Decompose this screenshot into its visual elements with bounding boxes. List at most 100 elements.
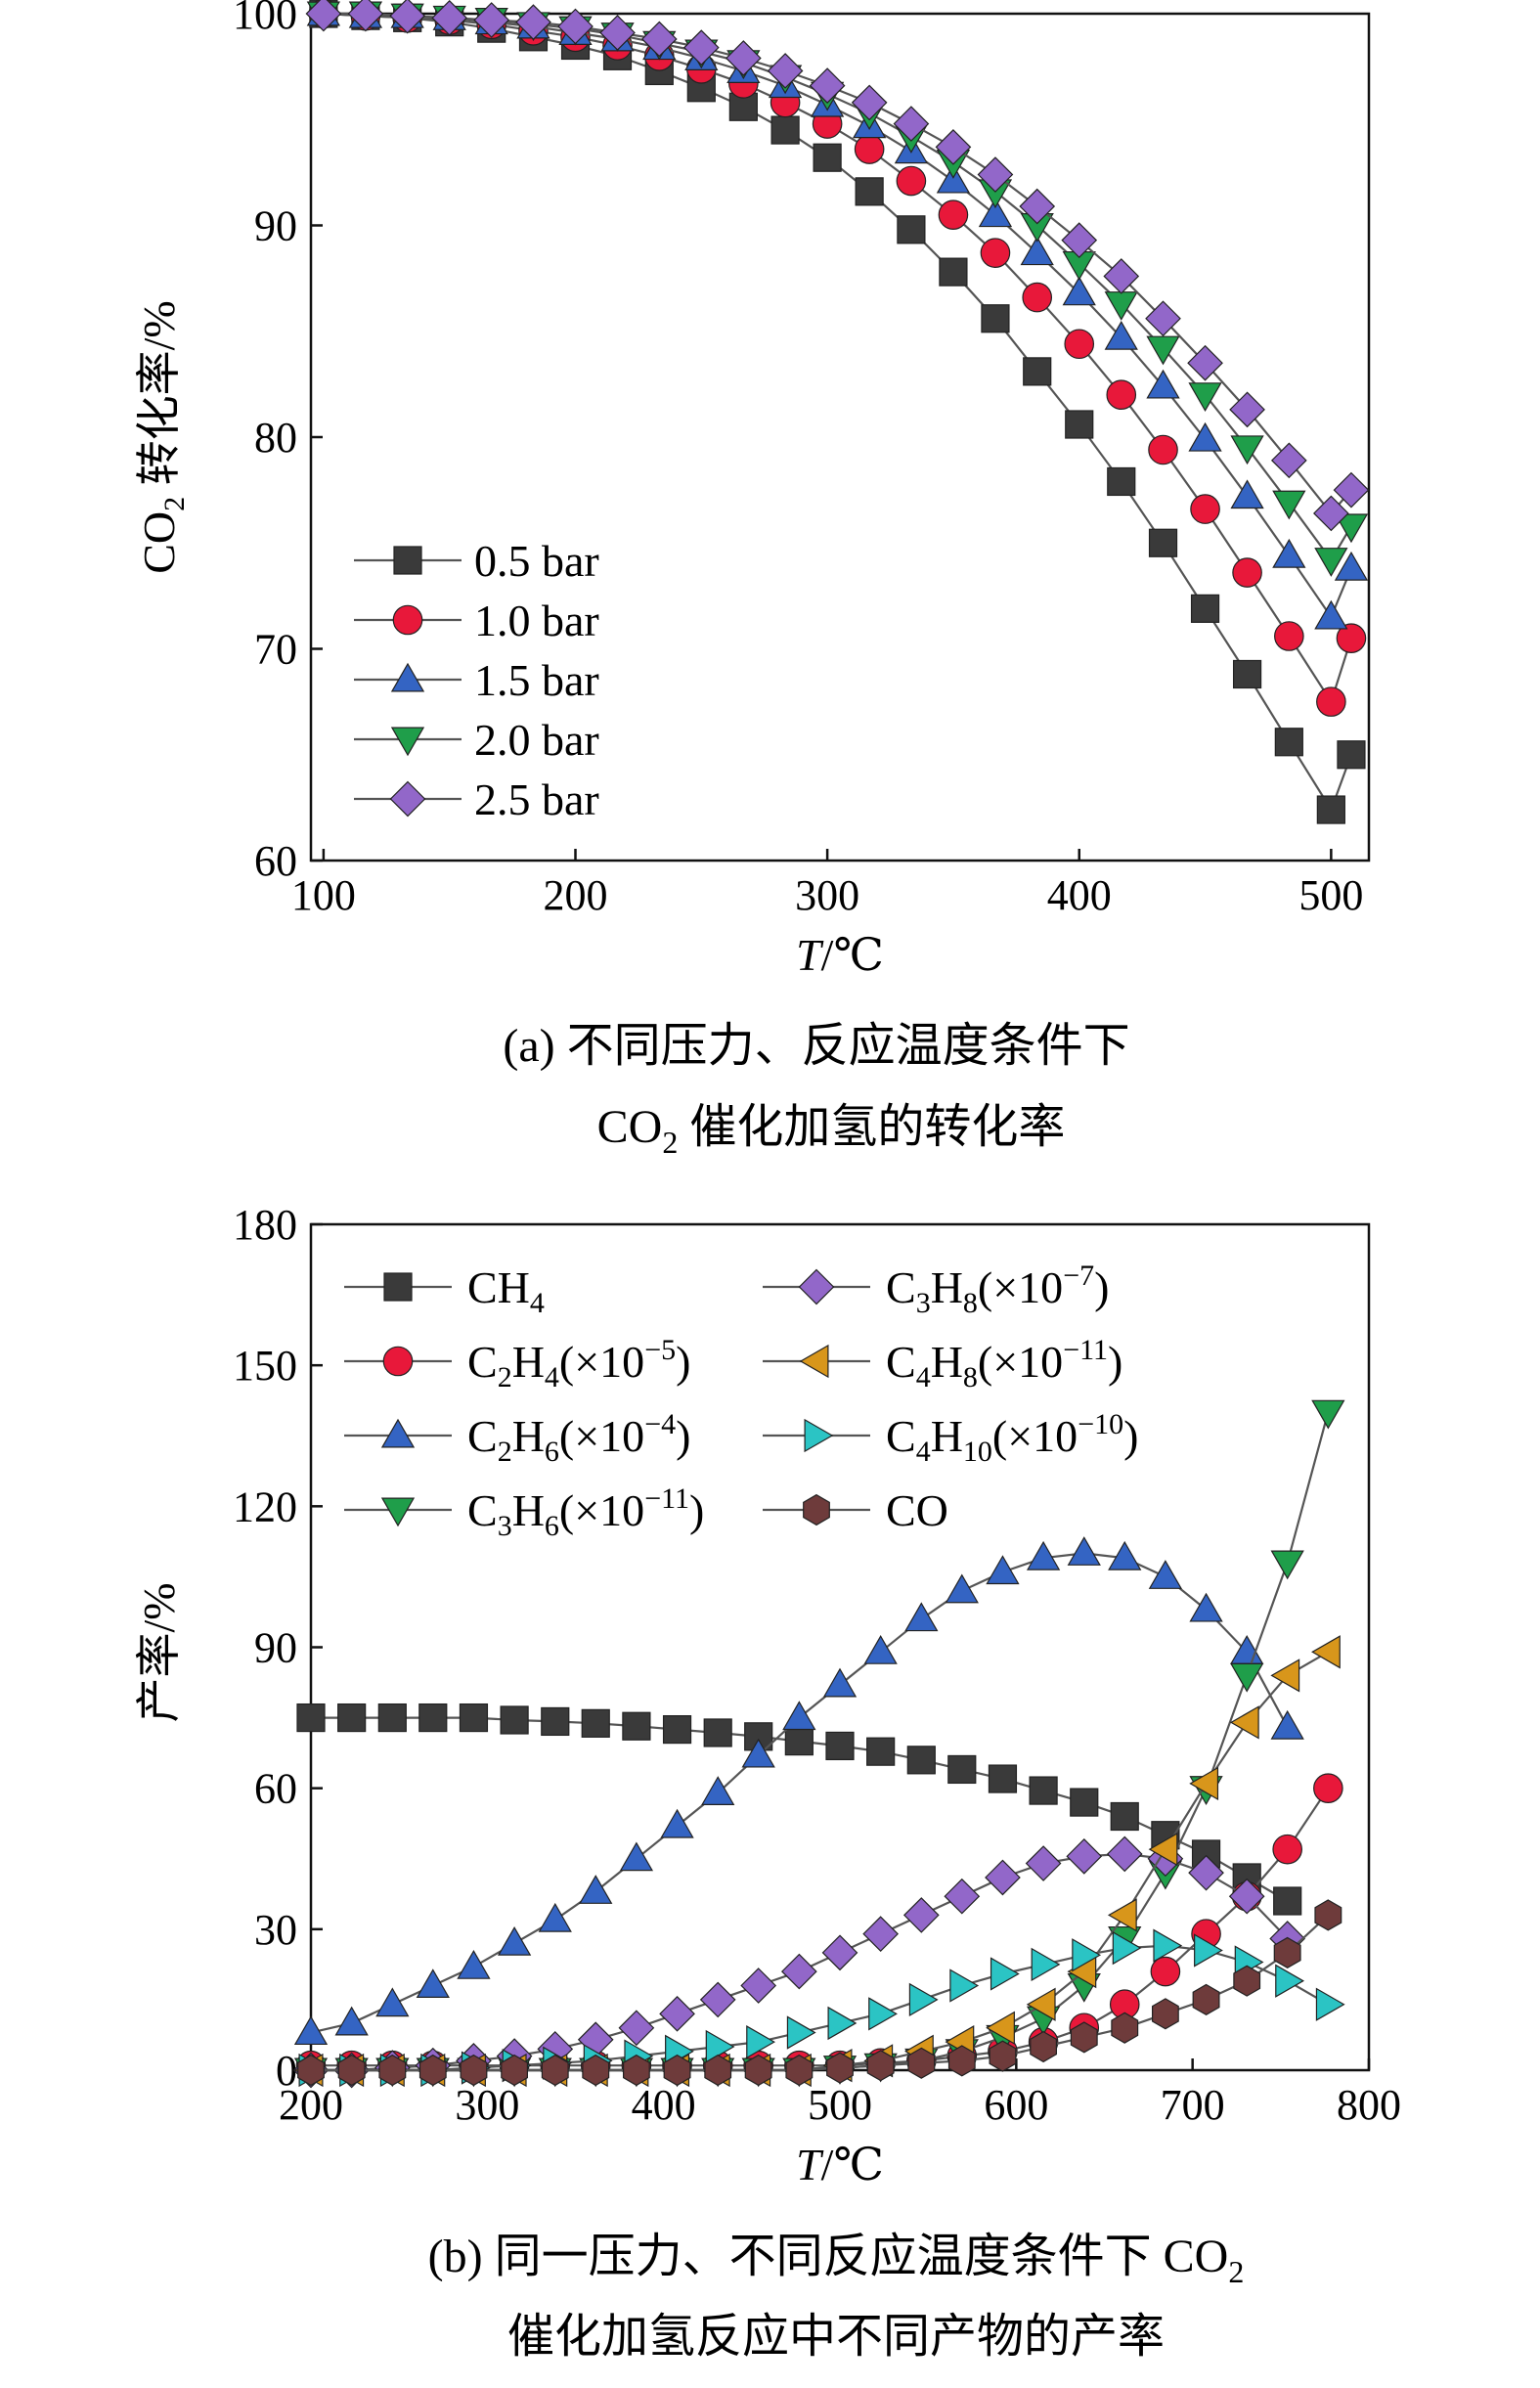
data-point-CO	[947, 2045, 976, 2077]
x-tick-label: 500	[808, 2081, 872, 2129]
series-1.5 bar	[306, 0, 1369, 630]
data-point-CO	[1030, 2030, 1058, 2063]
series-line-1.5 bar	[323, 12, 1353, 620]
data-point-1.5 bar	[1146, 369, 1180, 399]
data-point-1.0 bar	[1022, 282, 1053, 313]
data-point-2.5 bar	[1103, 258, 1140, 294]
data-point-C2H6	[822, 1667, 858, 1698]
data-point-CH4	[1070, 1788, 1099, 1817]
data-point-C3H8	[944, 1878, 981, 1915]
data-point-CH4	[337, 1703, 367, 1733]
data-point-1.5 bar	[1314, 599, 1348, 630]
series-CO	[297, 1899, 1342, 2087]
data-point-C4H10	[746, 2025, 775, 2059]
data-point-C4H10	[949, 1968, 980, 2003]
data-point-C2H6	[497, 1925, 532, 1956]
data-point-2.5 bar	[389, 0, 426, 34]
data-point-C2H6	[619, 1841, 654, 1872]
legend-marker-CO	[803, 1493, 830, 1526]
data-point-C2H6	[863, 1635, 898, 1664]
data-point-C3H8	[740, 1968, 777, 2004]
data-point-C4H10	[1031, 1947, 1061, 1982]
data-point-1.0 bar	[980, 238, 1011, 268]
y-axis-label: CO2 转化率/%	[134, 300, 191, 574]
x-tick-label: 400	[1047, 871, 1112, 919]
data-point-CO	[1192, 1983, 1220, 2015]
x-tick-label: 100	[291, 871, 356, 919]
data-point-CH4	[1273, 1886, 1302, 1916]
data-point-1.0 bar	[1064, 329, 1095, 360]
data-point-CO	[337, 2054, 366, 2087]
x-tick-label: 700	[1161, 2081, 1225, 2129]
data-point-C4H10	[868, 1997, 898, 2031]
data-point-2.5 bar	[1313, 495, 1349, 532]
x-tick-label: 200	[279, 2081, 343, 2129]
series-C2H6	[293, 1536, 1304, 2046]
caption-a-line2: CO2 催化加氢的转化率	[597, 1101, 1066, 1160]
legend-label: 0.5 bar	[474, 536, 599, 586]
data-point-CO	[501, 2054, 529, 2087]
data-point-C2H6	[1026, 1540, 1061, 1570]
data-point-C2H6	[457, 1949, 491, 1979]
caption-b-line2: 催化加氢反应中不同产物的产率	[507, 2311, 1165, 2363]
data-point-CH4	[418, 1703, 448, 1733]
data-point-CO	[989, 2040, 1017, 2072]
legend-marker-1.5 bar	[390, 662, 425, 692]
data-point-2.5 bar	[809, 67, 846, 104]
legend-marker-C3H6	[380, 1497, 416, 1527]
data-point-C2H4	[1150, 1956, 1181, 1987]
data-point-0.5 bar	[1023, 357, 1052, 386]
data-point-CH4	[581, 1708, 610, 1738]
y-tick-label: 60	[254, 837, 297, 885]
data-point-CH4	[500, 1705, 529, 1735]
data-point-1.5 bar	[1334, 551, 1369, 581]
legend-label: C2H4(×10−5)	[467, 1334, 690, 1393]
data-point-2.5 bar	[1145, 300, 1181, 337]
data-point-C4H8	[1311, 1635, 1341, 1669]
data-point-2.5 bar	[1061, 222, 1098, 259]
data-point-1.0 bar	[1336, 623, 1367, 653]
data-point-CO	[378, 2054, 407, 2087]
data-point-CO	[460, 2054, 488, 2087]
series-2.5 bar	[305, 0, 1370, 532]
data-point-C2H6	[701, 1776, 735, 1805]
data-point-C2H6	[293, 2015, 329, 2046]
legend-label: C4H10(×10−10)	[886, 1408, 1138, 1468]
data-point-C2H6	[782, 1701, 816, 1731]
data-point-0.5 bar	[813, 143, 842, 172]
data-point-2.5 bar	[305, 0, 342, 32]
data-point-CO	[907, 2047, 936, 2079]
x-tick-label: 300	[795, 871, 859, 919]
data-point-C4H10	[1315, 1987, 1345, 2021]
x-axis-label: T/℃	[796, 930, 884, 980]
data-point-C4H8	[1189, 1766, 1219, 1800]
data-point-CH4	[947, 1754, 977, 1785]
data-point-0.5 bar	[1232, 659, 1262, 689]
data-point-0.5 bar	[981, 304, 1010, 333]
data-point-2.5 bar	[1229, 391, 1265, 428]
data-point-C3H8	[1228, 1878, 1265, 1915]
data-point-C2H4	[1313, 1773, 1343, 1803]
data-point-2.5 bar	[347, 0, 384, 32]
data-point-CH4	[662, 1714, 692, 1745]
data-point-0.5 bar	[1148, 528, 1178, 557]
data-point-CO	[582, 2054, 610, 2087]
data-point-C2H6	[1270, 1709, 1304, 1740]
data-point-C4H10	[1194, 1933, 1223, 1968]
data-point-CH4	[988, 1764, 1018, 1793]
data-point-C4H10	[1112, 1930, 1142, 1966]
data-point-CO	[663, 2054, 691, 2087]
data-point-C2H6	[375, 1987, 410, 2017]
data-point-2.5 bar	[977, 156, 1014, 193]
data-point-CH4	[703, 1718, 732, 1747]
data-point-C2H6	[986, 1555, 1020, 1585]
data-point-2.5 bar	[935, 129, 972, 165]
legend-label: C4H8(×10−11)	[886, 1334, 1122, 1393]
y-tick-label: 150	[233, 1342, 297, 1390]
data-point-0.5 bar	[855, 177, 884, 206]
y-tick-label: 60	[254, 1765, 297, 1813]
series-CH4	[296, 1703, 1302, 1916]
data-point-0.5 bar	[1065, 410, 1094, 439]
data-point-1.5 bar	[1020, 236, 1054, 266]
x-tick-label: 300	[455, 2081, 519, 2129]
